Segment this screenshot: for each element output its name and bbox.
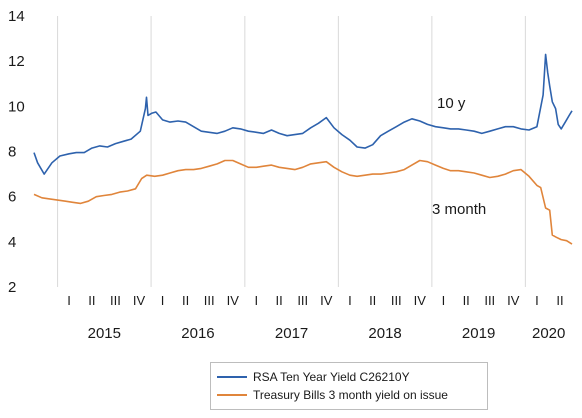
quarter-tick-label: II — [182, 293, 189, 308]
quarter-tick-label: I — [442, 293, 446, 308]
legend: RSA Ten Year Yield C26210Y Treasury Bill… — [210, 362, 488, 410]
annotation-10y: 10 y — [437, 95, 466, 112]
y-tick-label: 14 — [8, 8, 25, 25]
quarter-tick-label: II — [276, 293, 283, 308]
annotation-3-month: 3 month — [432, 201, 486, 218]
year-tick-label: 2016 — [181, 325, 214, 342]
quarter-tick-label: IV — [133, 293, 146, 308]
quarter-tick-label: II — [88, 293, 95, 308]
legend-swatch-10y — [217, 376, 247, 378]
quarter-tick-label: II — [463, 293, 470, 308]
quarter-tick-label: I — [535, 293, 539, 308]
year-tick-label: 2019 — [462, 325, 495, 342]
quarter-tick-label: I — [255, 293, 259, 308]
quarter-tick-label: II — [556, 293, 563, 308]
quarter-tick-label: III — [484, 293, 495, 308]
quarter-tick-label: IV — [320, 293, 333, 308]
y-tick-label: 12 — [8, 53, 25, 70]
legend-label-10y: RSA Ten Year Yield C26210Y — [253, 370, 410, 384]
y-tick-label: 2 — [8, 279, 16, 296]
y-tick-label: 10 — [8, 98, 25, 115]
y-tick-label: 4 — [8, 234, 16, 251]
series-line-10y — [33, 53, 573, 175]
quarter-tick-label: IV — [414, 293, 427, 308]
quarter-tick-label: III — [110, 293, 121, 308]
legend-swatch-3m — [217, 394, 247, 396]
quarter-tick-label: III — [297, 293, 308, 308]
quarter-tick-label: III — [391, 293, 402, 308]
y-tick-label: 8 — [8, 144, 16, 161]
legend-item-3m: Treasury Bills 3 month yield on issue — [217, 386, 487, 404]
y-tick-label: 6 — [8, 189, 16, 206]
quarter-tick-label: IV — [507, 293, 520, 308]
year-tick-label: 2020 — [532, 325, 565, 342]
quarter-tick-label: II — [369, 293, 376, 308]
legend-item-10y: RSA Ten Year Yield C26210Y — [217, 368, 487, 386]
quarter-tick-label: I — [161, 293, 165, 308]
quarter-tick-label: I — [348, 293, 352, 308]
quarter-tick-label: I — [67, 293, 71, 308]
series-line-3m — [33, 159, 573, 245]
quarter-tick-label: IV — [227, 293, 240, 308]
year-tick-label: 2017 — [275, 325, 308, 342]
year-tick-label: 2018 — [368, 325, 401, 342]
legend-label-3m: Treasury Bills 3 month yield on issue — [253, 388, 448, 402]
quarter-tick-label: III — [204, 293, 215, 308]
year-tick-label: 2015 — [88, 325, 121, 342]
